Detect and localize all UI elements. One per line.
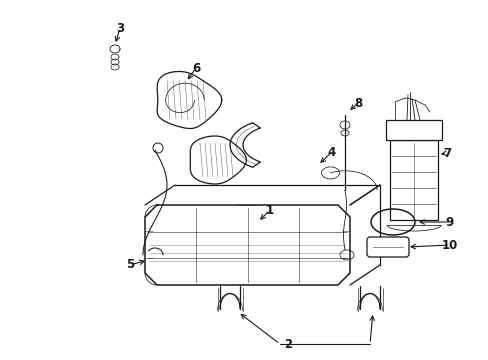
Text: 9: 9 [445, 216, 453, 229]
Text: 4: 4 [327, 145, 335, 158]
Text: 6: 6 [191, 62, 200, 75]
Text: 3: 3 [116, 22, 124, 35]
Bar [389, 140, 437, 220]
FancyBboxPatch shape [366, 237, 408, 257]
Text: 8: 8 [353, 96, 362, 109]
Text: 2: 2 [284, 338, 291, 351]
Bar [385, 120, 441, 140]
Text: 1: 1 [265, 203, 273, 216]
Text: 7: 7 [442, 147, 450, 159]
Text: 5: 5 [125, 258, 134, 271]
Text: 10: 10 [441, 239, 457, 252]
